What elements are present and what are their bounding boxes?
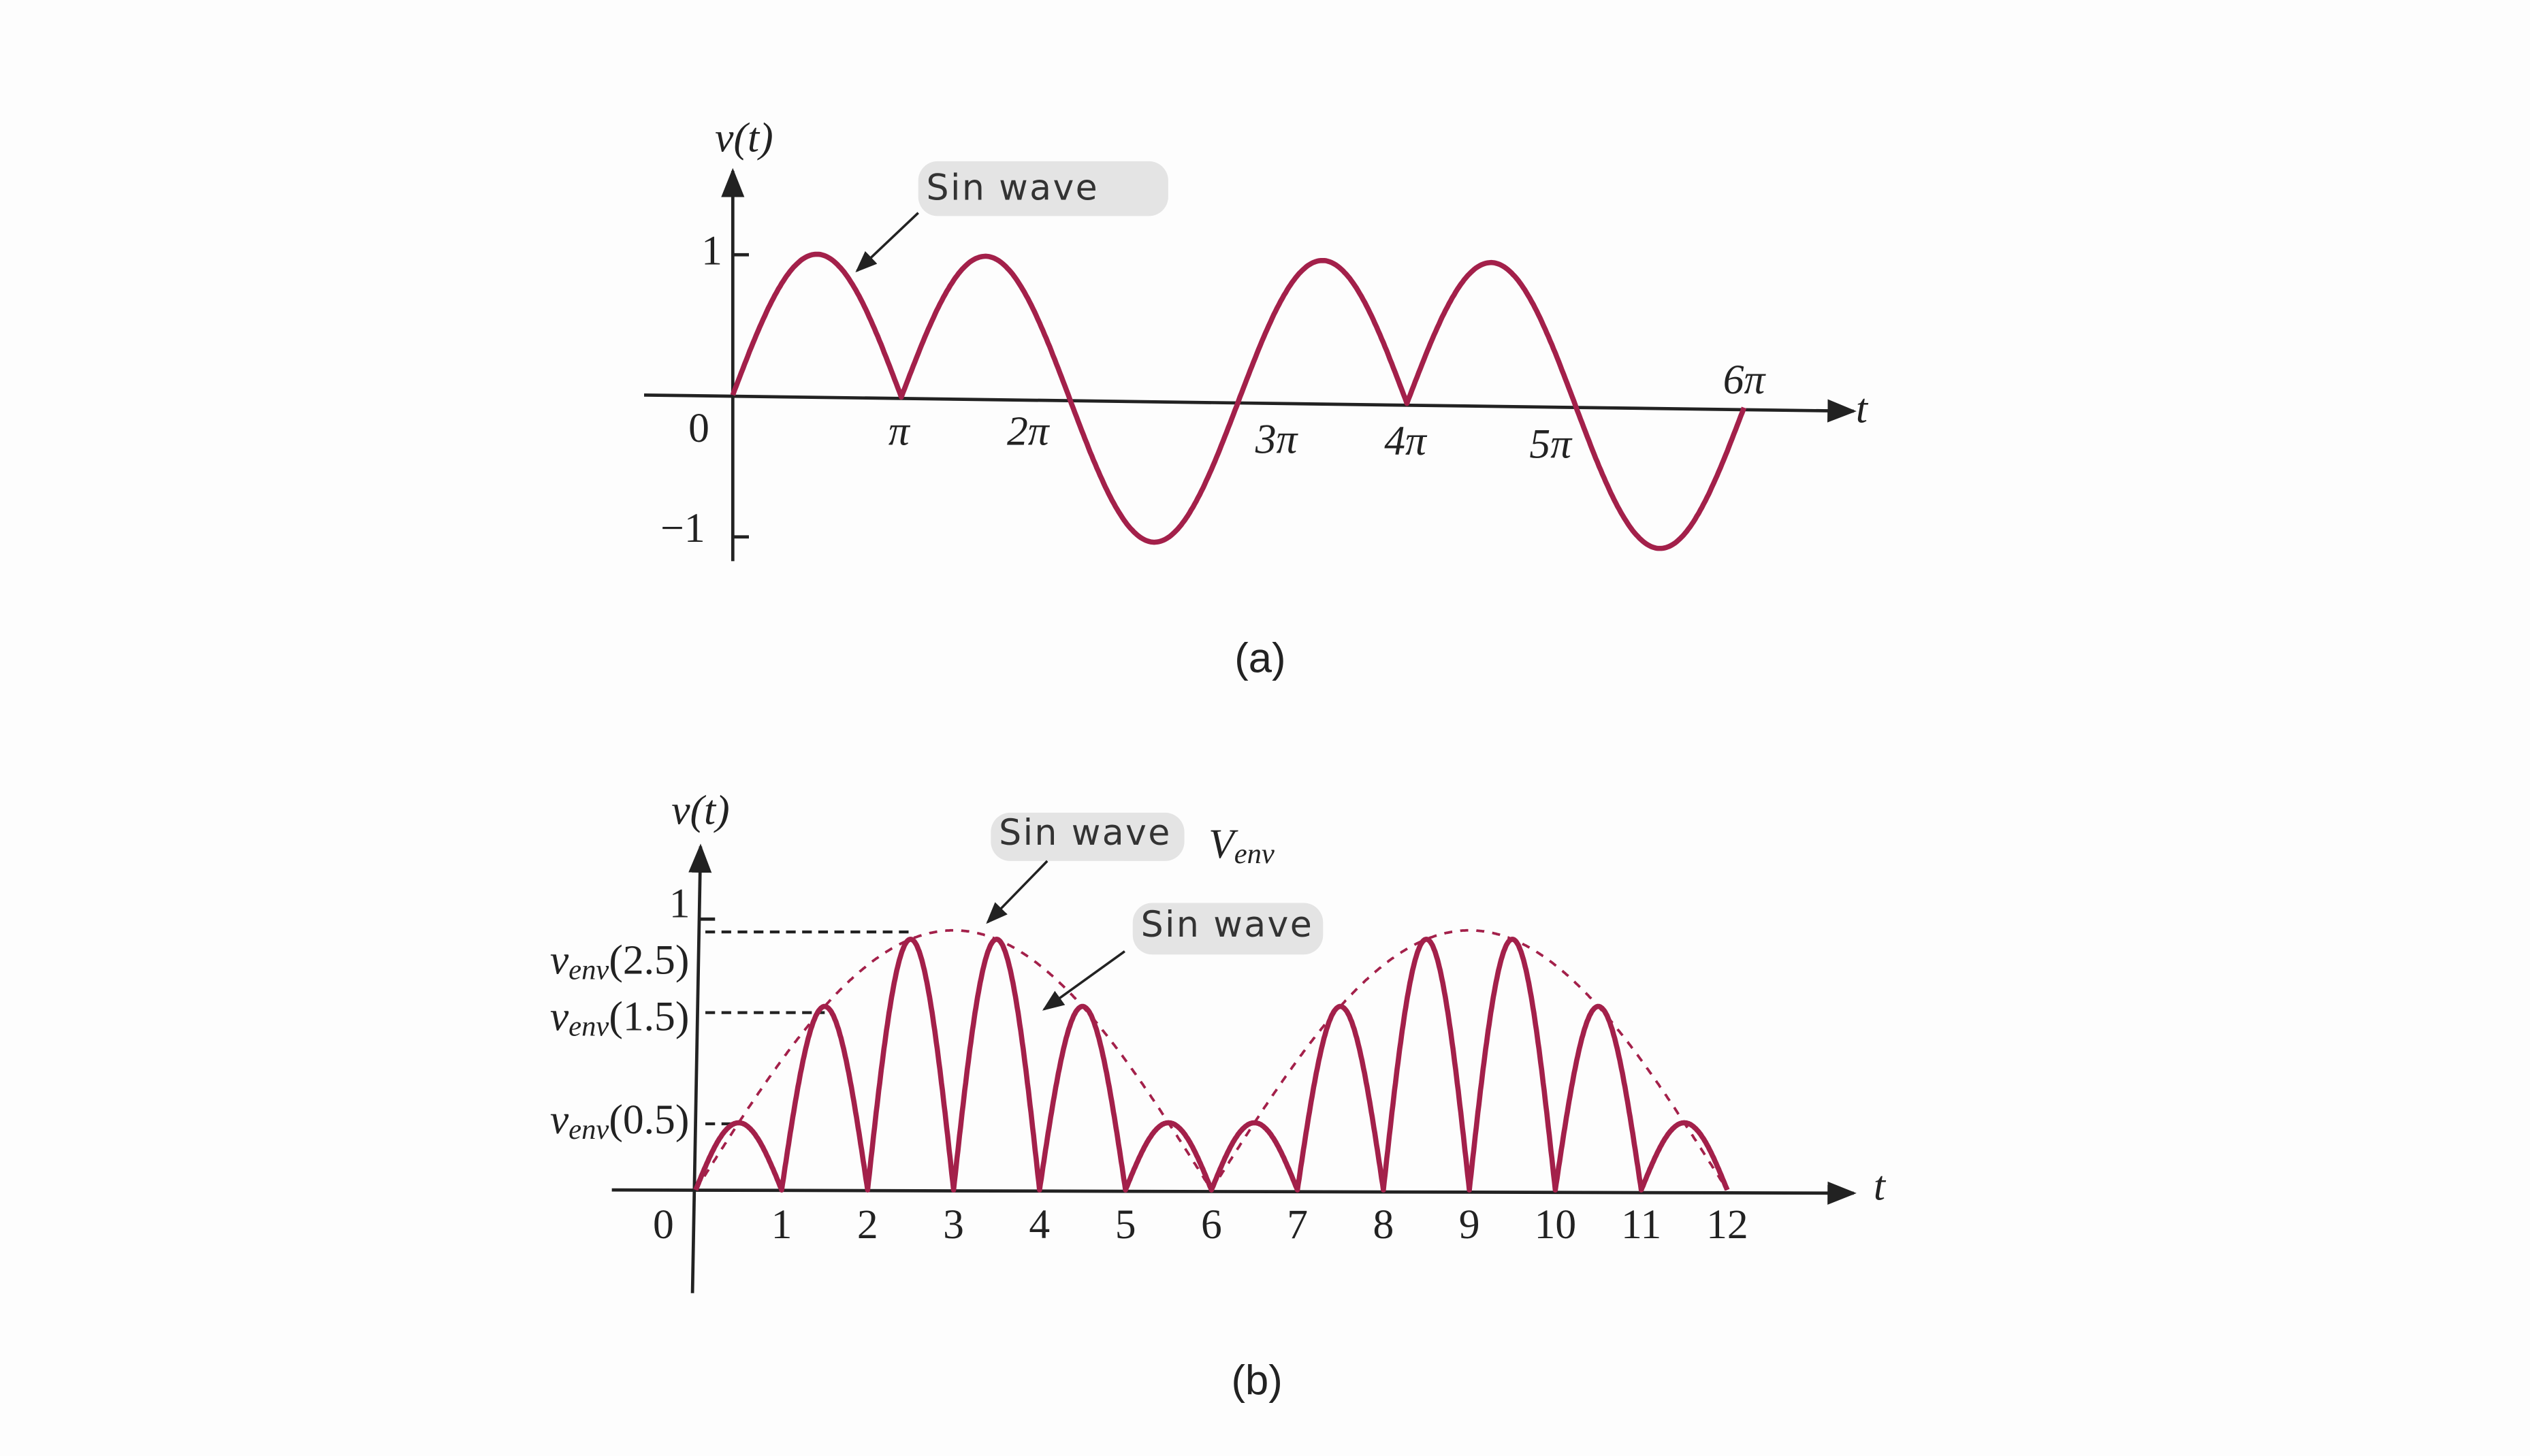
y-tick-label: 1 <box>669 881 690 927</box>
y-label: v(t) <box>715 115 773 161</box>
annotation: Sin wave <box>927 168 1100 209</box>
y-tick-label: 1 <box>701 227 722 274</box>
x-tick-label: 3π <box>1255 417 1299 463</box>
highlight <box>918 161 1168 216</box>
x-tick-label: 1 <box>771 1201 792 1248</box>
envelope-label: venv(1.5) <box>550 994 689 1043</box>
caption: (b) <box>1232 1357 1283 1404</box>
annotation: Sin wave <box>1141 905 1314 945</box>
x-tick-label: 5π <box>1529 421 1573 468</box>
x-tick-label: 6 <box>1201 1201 1222 1248</box>
y-tick-label: 0 <box>688 405 709 451</box>
x-axis <box>611 1181 1857 1205</box>
arrow <box>1042 950 1125 1011</box>
y-label: v(t) <box>671 787 729 833</box>
origin-label: 0 <box>653 1201 674 1248</box>
envelope-label: venv(2.5) <box>550 937 689 986</box>
caption: (a) <box>1234 634 1285 681</box>
x-tick-label: 4 <box>1029 1201 1050 1248</box>
x-tick-label: π <box>888 408 911 455</box>
x-tick-label: 8 <box>1373 1201 1394 1248</box>
highlight <box>991 812 1185 861</box>
x-tick-label: 7 <box>1287 1201 1308 1248</box>
x-axis <box>643 393 1857 423</box>
x-ticks: 1 2 3 4 5 6 7 8 9 10 11 12 <box>771 1201 1748 1248</box>
envelope-label: venv(0.5) <box>550 1097 689 1146</box>
arrow <box>855 212 919 273</box>
envelope <box>694 928 1729 1193</box>
envelope-name: Venv <box>1208 821 1275 870</box>
x-tick-label: 10 <box>1535 1201 1577 1248</box>
panel-b: v(t) 1 0 venv(2.5) venv(1.5) venv(0.5) 1… <box>550 787 1887 1404</box>
x-tick-label: 12 <box>1706 1201 1748 1248</box>
highlight <box>1132 903 1324 955</box>
panel-a: v(t) 1 0 −1 π 2π 3π 4π 5π 6π t Sin wave … <box>643 115 1869 681</box>
x-tick-label: 4π <box>1384 418 1428 464</box>
x-tick-label: 6π <box>1723 357 1767 403</box>
x-tick-label: 11 <box>1621 1201 1661 1248</box>
x-tick-label: 9 <box>1459 1201 1480 1248</box>
waveform <box>730 251 1747 551</box>
annotation: Sin wave <box>999 813 1172 854</box>
x-label: t <box>1874 1163 1887 1209</box>
x-tick-label: 2π <box>1007 408 1051 455</box>
arrow <box>986 860 1048 924</box>
y-tick-label: −1 <box>660 505 705 551</box>
y-axis <box>688 843 712 1293</box>
x-tick-label: 5 <box>1115 1201 1136 1248</box>
x-tick-label: 3 <box>943 1201 964 1248</box>
x-tick-label: 2 <box>857 1201 878 1248</box>
x-label: t <box>1856 386 1869 432</box>
waveform <box>693 937 1730 1193</box>
